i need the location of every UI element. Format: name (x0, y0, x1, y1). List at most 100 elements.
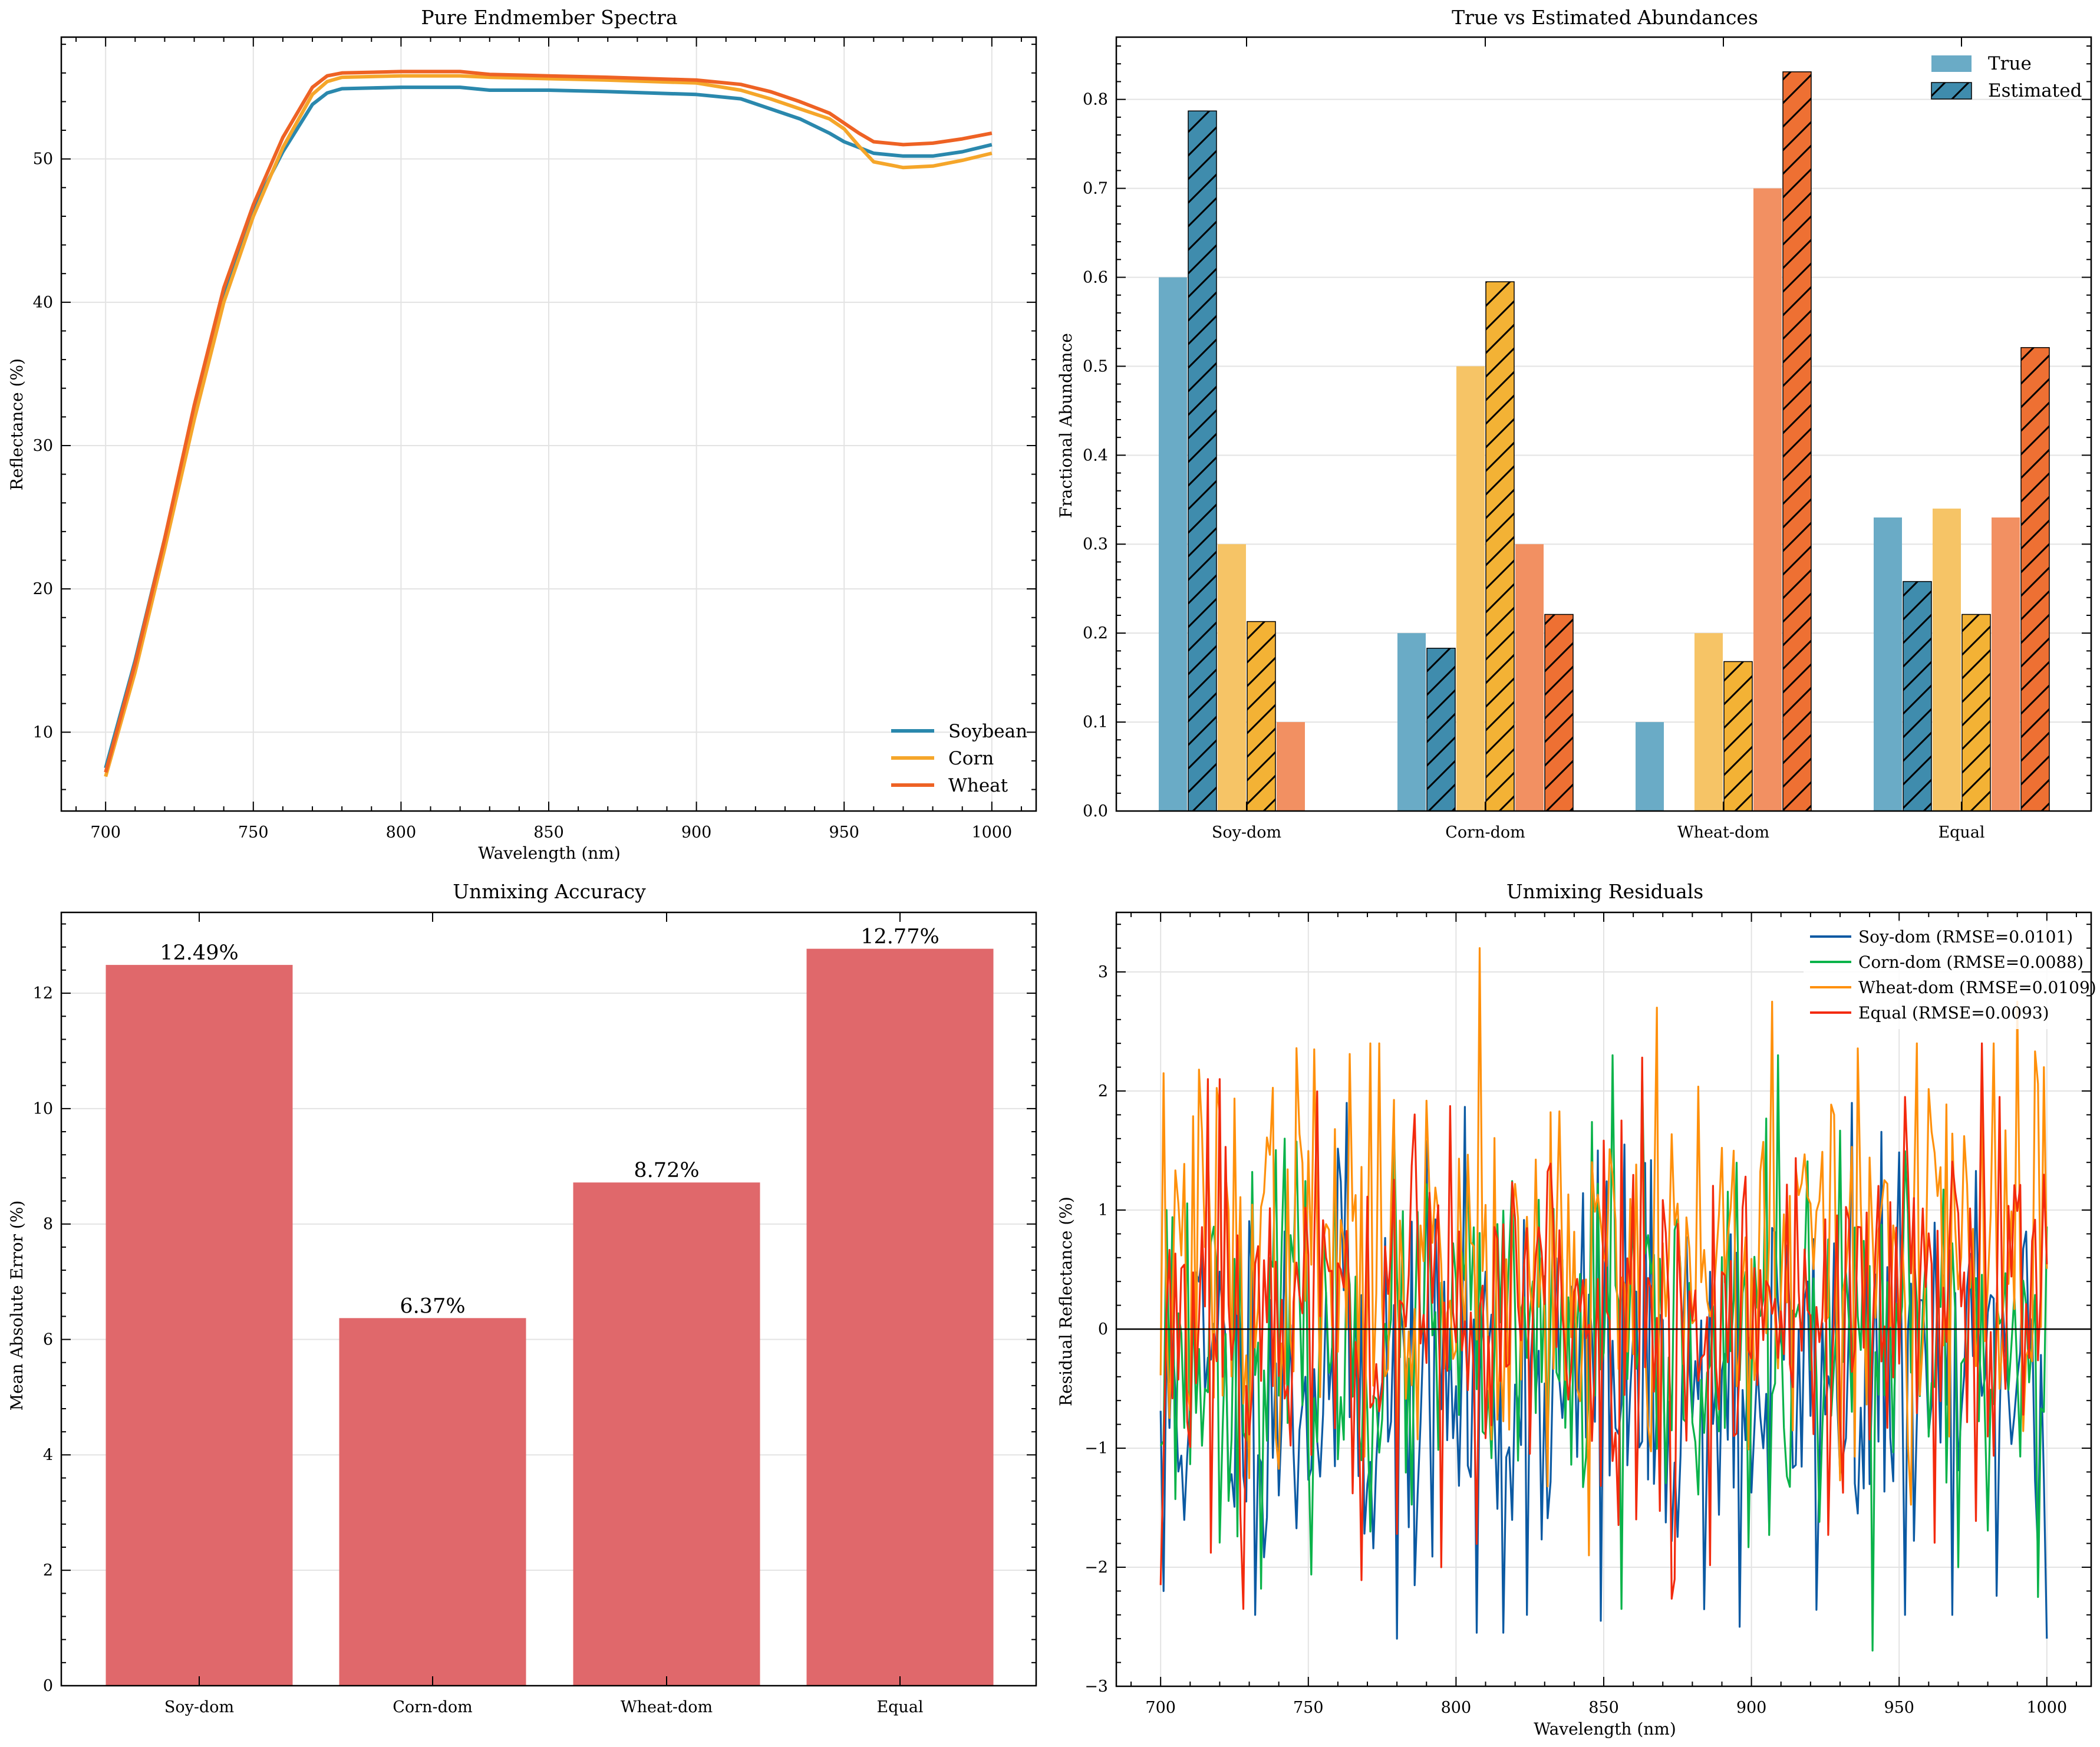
abundance-ytick-label: 0.4 (1083, 446, 1108, 464)
residuals-xtick-label: 950 (1884, 1699, 1914, 1717)
spectra-xtick-label: 750 (238, 823, 269, 842)
residuals-title: Unmixing Residuals (1506, 880, 1703, 903)
abundance-ytick-label: 0.1 (1083, 713, 1108, 731)
accuracy-xtick-label: Corn-dom (393, 1698, 472, 1716)
accuracy-bar (806, 948, 994, 1686)
spectra-xlabel: Wavelength (nm) (478, 843, 621, 863)
spectra-xtick-label: 1000 (971, 823, 1012, 842)
abundance-bar-hatch (1723, 661, 1753, 812)
accuracy-ytick-label: 0 (43, 1677, 53, 1695)
abundance-ytick-label: 0.8 (1083, 91, 1108, 109)
spectra-ytick-label: 40 (33, 294, 53, 312)
abundance-bar-soy-true (1159, 277, 1187, 811)
abundance-bar-hatch (1782, 71, 1812, 812)
residuals-ytick-label: 0 (1098, 1320, 1108, 1339)
residuals-legend-bg (1804, 921, 2081, 1029)
accuracy-title: Unmixing Accuracy (453, 880, 646, 903)
accuracy-data-label: 6.37% (400, 1294, 465, 1318)
abundance-bar-hatch (1961, 614, 1991, 812)
accuracy-bar (339, 1318, 526, 1686)
spectra-line-wheat (104, 70, 993, 773)
abundance-bar-soy-true (1874, 517, 1902, 811)
residuals-xtick-label: 900 (1736, 1699, 1767, 1717)
spectra-line-corn (104, 74, 993, 777)
residuals-xtick-label: 1000 (2026, 1699, 2067, 1717)
abundance-bar-hatch (1247, 621, 1276, 812)
abundance-bar-wheat-true (1753, 188, 1782, 811)
legend-label-residual: Corn-dom (RMSE=0.0088) (1858, 952, 2083, 972)
abundance-bar-hatch (1485, 281, 1515, 812)
abundance-bar-corn-true (1218, 544, 1246, 811)
abundance-bar-wheat-true (1277, 722, 1305, 811)
accuracy-panel: Unmixing Accuracy Mean Absolute Error (%… (7, 880, 1037, 1716)
legend-label-estimated: Estimated (1988, 80, 2082, 101)
abundance-ylabel: Fractional Abundance (1056, 333, 1076, 518)
spectra-legend: Soybean Corn Wheat (891, 721, 1027, 796)
abundance-bar-wheat-true (1515, 544, 1544, 811)
spectra-ylabel: Reflectance (%) (7, 358, 27, 490)
abundance-bar-corn-true (1694, 633, 1723, 811)
legend-label-true: True (1988, 53, 2032, 74)
residuals-xtick-label: 800 (1441, 1699, 1472, 1717)
abundance-panel: True vs Estimated Abundances Fractional … (1056, 6, 2092, 842)
legend-swatch-hatch (1931, 82, 1972, 100)
legend-label-corn: Corn (948, 748, 994, 769)
legend-swatch-true (1931, 55, 1972, 72)
abundance-bar-hatch (1188, 110, 1217, 812)
spectra-line-soybean (104, 85, 993, 769)
residuals-line-4 (1159, 1042, 2048, 1610)
spectra-title: Pure Endmember Spectra (421, 6, 677, 29)
accuracy-ytick-label: 4 (43, 1446, 53, 1464)
abundance-bar-hatch (2020, 347, 2050, 812)
accuracy-ytick-label: 8 (43, 1215, 53, 1234)
spectra-ytick-label: 10 (33, 723, 53, 741)
accuracy-ytick-label: 12 (33, 984, 53, 1003)
spectra-xtick-label: 700 (90, 823, 121, 842)
residuals-ytick-label: 1 (1098, 1201, 1108, 1219)
abundance-bar-soy-true (1636, 722, 1664, 811)
residuals-xtick-label: 850 (1588, 1699, 1619, 1717)
abundance-frame (1115, 36, 2092, 812)
residuals-ytick-label: −3 (1084, 1677, 1108, 1696)
abundance-ytick-label: 0.7 (1083, 180, 1108, 198)
residuals-ytick-label: 2 (1098, 1082, 1108, 1100)
accuracy-data-label: 12.49% (160, 941, 238, 965)
abundance-ytick-label: 0.5 (1083, 357, 1108, 375)
spectra-xtick-label: 850 (533, 823, 564, 842)
abundance-bar-wheat-true (1992, 517, 2020, 811)
spectra-panel: Pure Endmember Spectra Wavelength (nm) R… (7, 6, 1037, 863)
accuracy-bar (106, 965, 293, 1686)
abundance-ytick-label: 0.0 (1083, 802, 1108, 820)
abundance-bar-corn-true (1933, 508, 1961, 811)
abundance-ytick-label: 0.6 (1083, 268, 1108, 286)
spectra-ytick-label: 20 (33, 580, 53, 598)
residuals-ytick-label: 3 (1098, 963, 1108, 981)
accuracy-xtick-label: Wheat-dom (621, 1698, 713, 1716)
abundance-xtick-label: Equal (1938, 823, 1984, 842)
abundance-bar-hatch (1426, 648, 1456, 812)
accuracy-data-label: 12.77% (861, 925, 939, 949)
accuracy-ytick-label: 6 (43, 1331, 53, 1349)
spectra-xtick-label: 900 (681, 823, 712, 842)
spectra-xtick-label: 950 (829, 823, 859, 842)
accuracy-data-label: 8.72% (634, 1159, 699, 1182)
abundance-bar-hatch (1544, 614, 1574, 812)
legend-label-residual: Wheat-dom (RMSE=0.0109) (1858, 978, 2096, 997)
residuals-xtick-label: 700 (1145, 1699, 1176, 1717)
residuals-ytick-label: −2 (1084, 1558, 1108, 1577)
spectra-xtick-label: 800 (386, 823, 417, 842)
spectra-ytick-label: 30 (33, 437, 53, 455)
accuracy-bar (573, 1182, 760, 1686)
spectra-ytick-label: 50 (33, 150, 53, 169)
abundance-legend: True Estimated (1931, 53, 2082, 101)
accuracy-ytick-label: 10 (33, 1100, 53, 1118)
abundance-bar-soy-true (1397, 633, 1426, 811)
abundance-title: True vs Estimated Abundances (1452, 6, 1758, 29)
abundance-ytick-label: 0.3 (1083, 535, 1108, 553)
accuracy-xtick-label: Equal (876, 1698, 923, 1716)
accuracy-frame (60, 911, 1037, 1687)
accuracy-ylabel: Mean Absolute Error (%) (7, 1201, 27, 1411)
accuracy-ytick-label: 2 (43, 1561, 53, 1580)
residuals-ytick-label: −1 (1084, 1439, 1108, 1458)
residuals-ylabel: Residual Reflectance (%) (1056, 1196, 1076, 1406)
